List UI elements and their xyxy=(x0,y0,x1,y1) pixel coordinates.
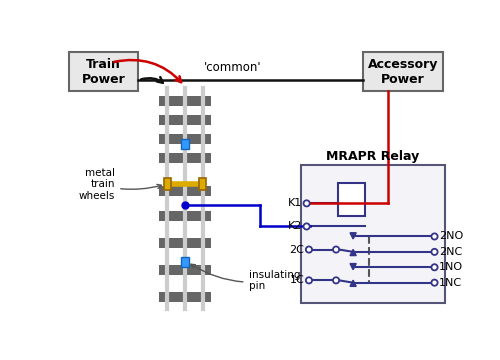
Bar xyxy=(181,257,189,267)
Bar xyxy=(200,178,206,190)
Bar xyxy=(68,53,138,91)
Circle shape xyxy=(304,223,310,230)
Text: insulating
pin: insulating pin xyxy=(191,264,300,291)
Text: 1NO: 1NO xyxy=(439,262,464,272)
Text: K1: K1 xyxy=(288,198,302,208)
Bar xyxy=(363,53,443,91)
Text: 1C: 1C xyxy=(290,275,304,285)
Text: K2: K2 xyxy=(288,221,302,231)
Circle shape xyxy=(304,200,310,206)
Circle shape xyxy=(306,247,312,253)
Bar xyxy=(158,186,212,195)
Bar xyxy=(158,134,212,144)
Circle shape xyxy=(333,277,339,283)
Circle shape xyxy=(432,280,438,286)
Circle shape xyxy=(432,249,438,255)
Bar xyxy=(158,211,212,221)
Bar xyxy=(338,183,365,216)
Bar xyxy=(158,292,212,302)
Polygon shape xyxy=(350,249,356,256)
Bar xyxy=(164,178,170,190)
Bar xyxy=(301,165,444,303)
Bar xyxy=(181,139,189,149)
Text: Accessory
Power: Accessory Power xyxy=(368,58,438,86)
Bar xyxy=(158,95,212,105)
Polygon shape xyxy=(350,233,356,239)
Circle shape xyxy=(333,247,339,253)
Text: Train
Power: Train Power xyxy=(82,58,126,86)
Circle shape xyxy=(432,264,438,270)
Bar xyxy=(158,238,212,248)
Bar xyxy=(158,115,212,125)
Text: MRAPR Relay: MRAPR Relay xyxy=(326,150,420,163)
Bar xyxy=(158,153,212,163)
Text: metal
train
wheels: metal train wheels xyxy=(79,167,162,201)
Text: 2NO: 2NO xyxy=(439,231,464,242)
Text: 2NC: 2NC xyxy=(439,247,462,257)
Circle shape xyxy=(306,277,312,283)
Text: 2C: 2C xyxy=(290,244,304,255)
Text: 'common': 'common' xyxy=(204,61,262,74)
Bar xyxy=(158,265,212,275)
Polygon shape xyxy=(350,280,356,286)
Circle shape xyxy=(432,233,438,239)
Polygon shape xyxy=(350,264,356,270)
Text: 1NC: 1NC xyxy=(439,278,462,288)
